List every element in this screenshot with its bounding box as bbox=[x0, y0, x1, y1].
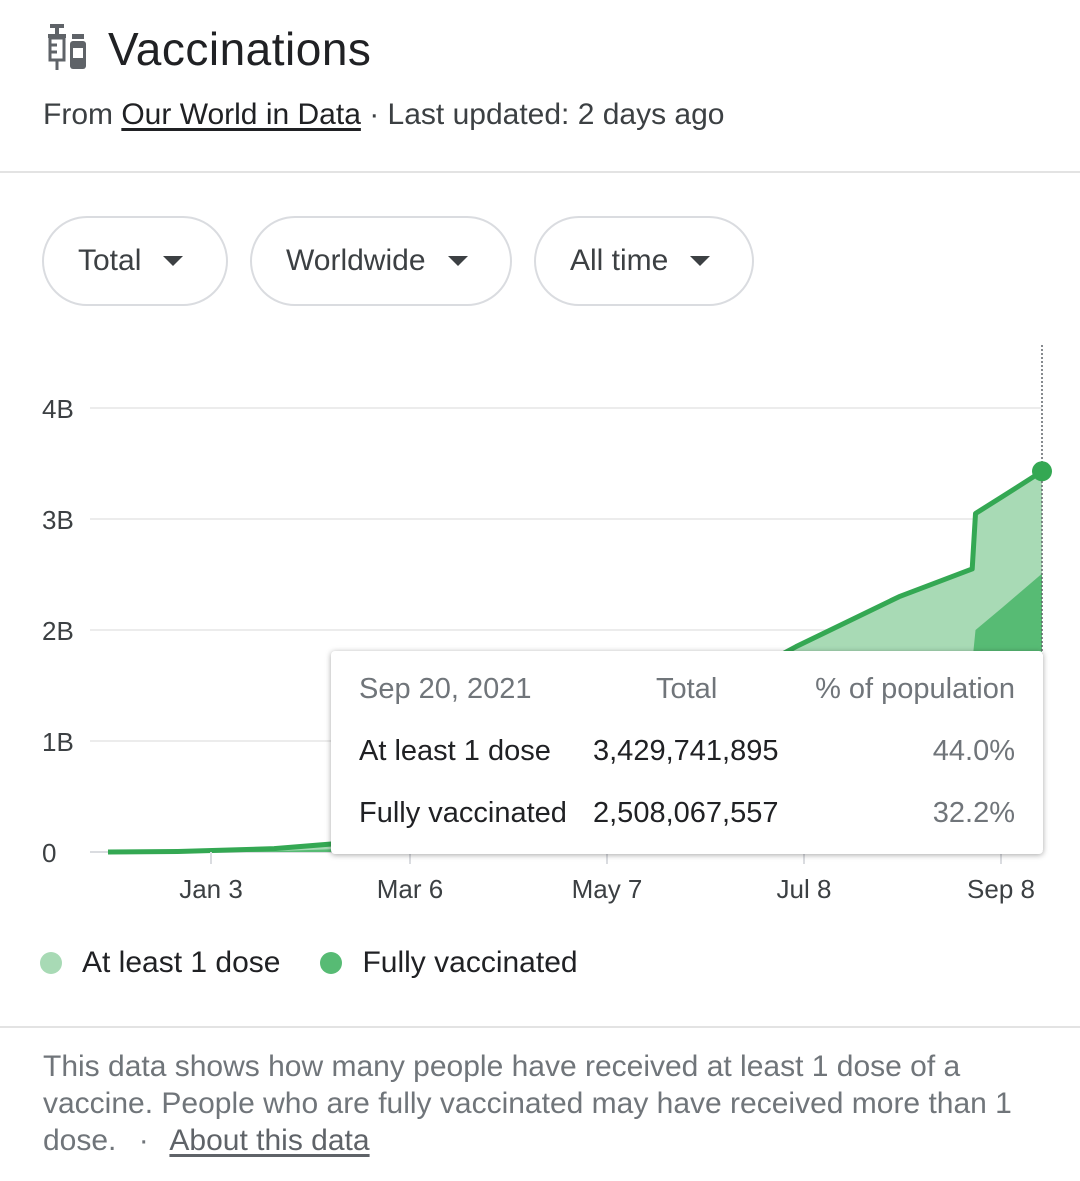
x-tick-label: Sep 8 bbox=[967, 874, 1035, 904]
footer-separator: · bbox=[138, 1124, 149, 1157]
x-tick-label: Mar 6 bbox=[377, 874, 443, 904]
x-tick-label: Jul 8 bbox=[777, 874, 832, 904]
card-header: Vaccinations From Our World in Data · La… bbox=[0, 0, 1080, 172]
last-updated: · Last updated: 2 days ago bbox=[369, 98, 725, 131]
x-tick-label: Jan 3 bbox=[179, 874, 243, 904]
metric-filter-chip[interactable]: Total bbox=[42, 216, 228, 306]
tooltip-date: Sep 20, 2021 bbox=[359, 673, 532, 705]
tooltip-row-percent: 32.2% bbox=[932, 797, 1015, 829]
y-tick-label: 3B bbox=[42, 505, 74, 535]
time-filter-chip[interactable]: All time bbox=[534, 216, 754, 306]
tooltip-row-total: 3,429,741,895 bbox=[593, 735, 779, 767]
source-line: From Our World in Data · Last updated: 2… bbox=[43, 98, 724, 132]
time-filter-label: All time bbox=[570, 244, 669, 277]
tooltip-row-percent: 44.0% bbox=[932, 735, 1015, 767]
filter-chips: Total Worldwide All time bbox=[42, 216, 754, 306]
region-filter-label: Worldwide bbox=[286, 244, 426, 277]
source-link[interactable]: Our World in Data bbox=[121, 98, 361, 131]
tooltip-row-total: 2,508,067,557 bbox=[593, 797, 779, 829]
footer-text: This data shows how many people have rec… bbox=[43, 1050, 1012, 1157]
legend-swatch bbox=[40, 952, 62, 974]
region-filter-chip[interactable]: Worldwide bbox=[250, 216, 512, 306]
y-tick-label: 4B bbox=[42, 394, 74, 424]
footer-divider bbox=[0, 1026, 1080, 1028]
dropdown-arrow-icon bbox=[163, 256, 184, 266]
x-tick-label: May 7 bbox=[572, 874, 643, 904]
legend-item[interactable]: At least 1 dose bbox=[40, 946, 280, 980]
legend-label: At least 1 dose bbox=[82, 946, 281, 979]
tooltip-row-label: At least 1 dose bbox=[359, 735, 551, 767]
tooltip-col-percent: % of population bbox=[815, 673, 1015, 705]
vaccine-icon bbox=[48, 24, 86, 70]
metric-filter-label: Total bbox=[78, 244, 142, 277]
legend-item[interactable]: Fully vaccinated bbox=[320, 946, 578, 980]
y-tick-label: 2B bbox=[42, 616, 74, 646]
cursor-point bbox=[1032, 461, 1052, 482]
chart-tooltip: Sep 20, 2021 Total % of population At le… bbox=[331, 651, 1043, 854]
footer-note: This data shows how many people have rec… bbox=[43, 1048, 1043, 1159]
header-divider bbox=[0, 171, 1080, 173]
y-tick-label: 0 bbox=[42, 838, 56, 868]
dropdown-arrow-icon bbox=[690, 256, 711, 266]
dropdown-arrow-icon bbox=[447, 256, 468, 266]
page-title: Vaccinations bbox=[108, 23, 372, 75]
chart-legend: At least 1 dose Fully vaccinated bbox=[40, 946, 618, 980]
tooltip-row-label: Fully vaccinated bbox=[359, 797, 567, 829]
tooltip-col-total: Total bbox=[656, 673, 718, 705]
legend-label: Fully vaccinated bbox=[362, 946, 578, 979]
source-prefix: From bbox=[43, 98, 113, 131]
about-data-link[interactable]: About this data bbox=[169, 1124, 370, 1157]
title-row: Vaccinations bbox=[44, 22, 371, 76]
legend-swatch bbox=[320, 952, 343, 974]
y-tick-label: 1B bbox=[42, 727, 74, 757]
